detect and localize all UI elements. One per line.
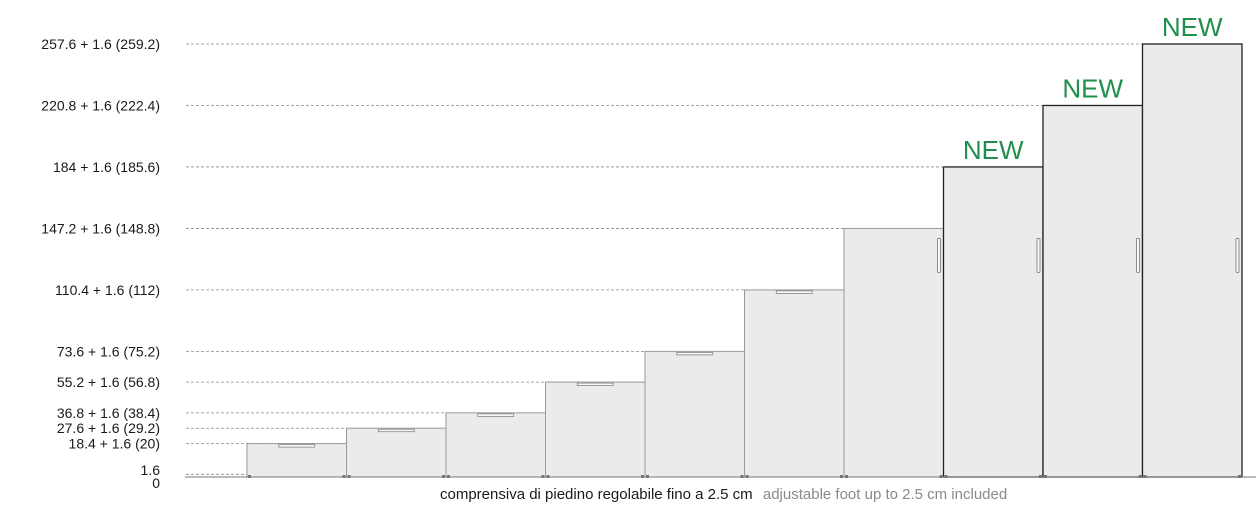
bar-body (346, 427, 447, 478)
y-tick-label: 220.8 + 1.6 (222.4) (41, 97, 160, 113)
bar-handle (937, 238, 941, 273)
cabinet-bars (246, 43, 1243, 478)
bar-handle (377, 428, 415, 433)
cabinet-bar (445, 412, 546, 478)
y-tick-label: 73.6 + 1.6 (75.2) (57, 343, 160, 359)
new-label: NEW (1062, 73, 1123, 103)
bar-body (445, 412, 546, 478)
cabinet-bar-new (1141, 43, 1243, 478)
bar-handle (1136, 238, 1140, 273)
y-tick-label: 184 + 1.6 (185.6) (53, 159, 160, 175)
cabinet-bar (744, 289, 845, 478)
bar-handle (775, 290, 813, 294)
bar-body (1042, 104, 1144, 478)
bar-handle (576, 382, 614, 386)
bar-body (1141, 43, 1243, 478)
cabinet-bar (644, 350, 745, 478)
y-tick-label: 1.6 (141, 462, 161, 478)
y-axis-labels: 01.6 18.4 + 1.6 (20)27.6 + 1.6 (29.2)36.8… (41, 36, 160, 491)
new-label: NEW (1162, 12, 1223, 42)
bar-handle (477, 413, 515, 417)
bar-body (942, 166, 1044, 478)
bar-handle (278, 444, 316, 448)
y-tick-label: 0 (152, 475, 160, 491)
cabinet-bar-new (942, 166, 1044, 478)
bar-body (545, 381, 646, 478)
cabinet-bar (246, 443, 347, 478)
footnote: comprensiva di piedino regolabile fino a… (440, 486, 1007, 503)
bar-body (744, 289, 845, 478)
y-tick-label: 55.2 + 1.6 (56.8) (57, 374, 160, 390)
bar-handle (1235, 238, 1240, 273)
bar-body (644, 350, 745, 478)
bar-handle (1036, 238, 1041, 273)
y-tick-label: 18.4 + 1.6 (20) (69, 436, 160, 452)
bar-body (843, 227, 944, 478)
new-labels: NEW NEW NEW (963, 12, 1223, 165)
footnote-english: adjustable foot up to 2.5 cm included (762, 486, 1008, 503)
y-tick-label: 27.6 + 1.6 (29.2) (57, 420, 160, 436)
bar-handle (676, 352, 714, 356)
footnote-italian: comprensiva di piedino regolabile fino a… (440, 486, 753, 503)
cabinet-bar (545, 381, 646, 478)
y-tick-label: 110.4 + 1.6 (112) (55, 282, 160, 298)
new-label: NEW (963, 135, 1024, 165)
y-tick-label: 36.8 + 1.6 (38.4) (57, 405, 160, 421)
y-tick-label: 257.6 + 1.6 (259.2) (41, 36, 160, 52)
bar-body (246, 443, 347, 478)
y-tick-label: 147.2 + 1.6 (148.8) (41, 220, 160, 236)
cabinet-bar (843, 227, 944, 478)
cabinet-bar (346, 427, 447, 478)
cabinet-bar-new (1042, 104, 1144, 478)
